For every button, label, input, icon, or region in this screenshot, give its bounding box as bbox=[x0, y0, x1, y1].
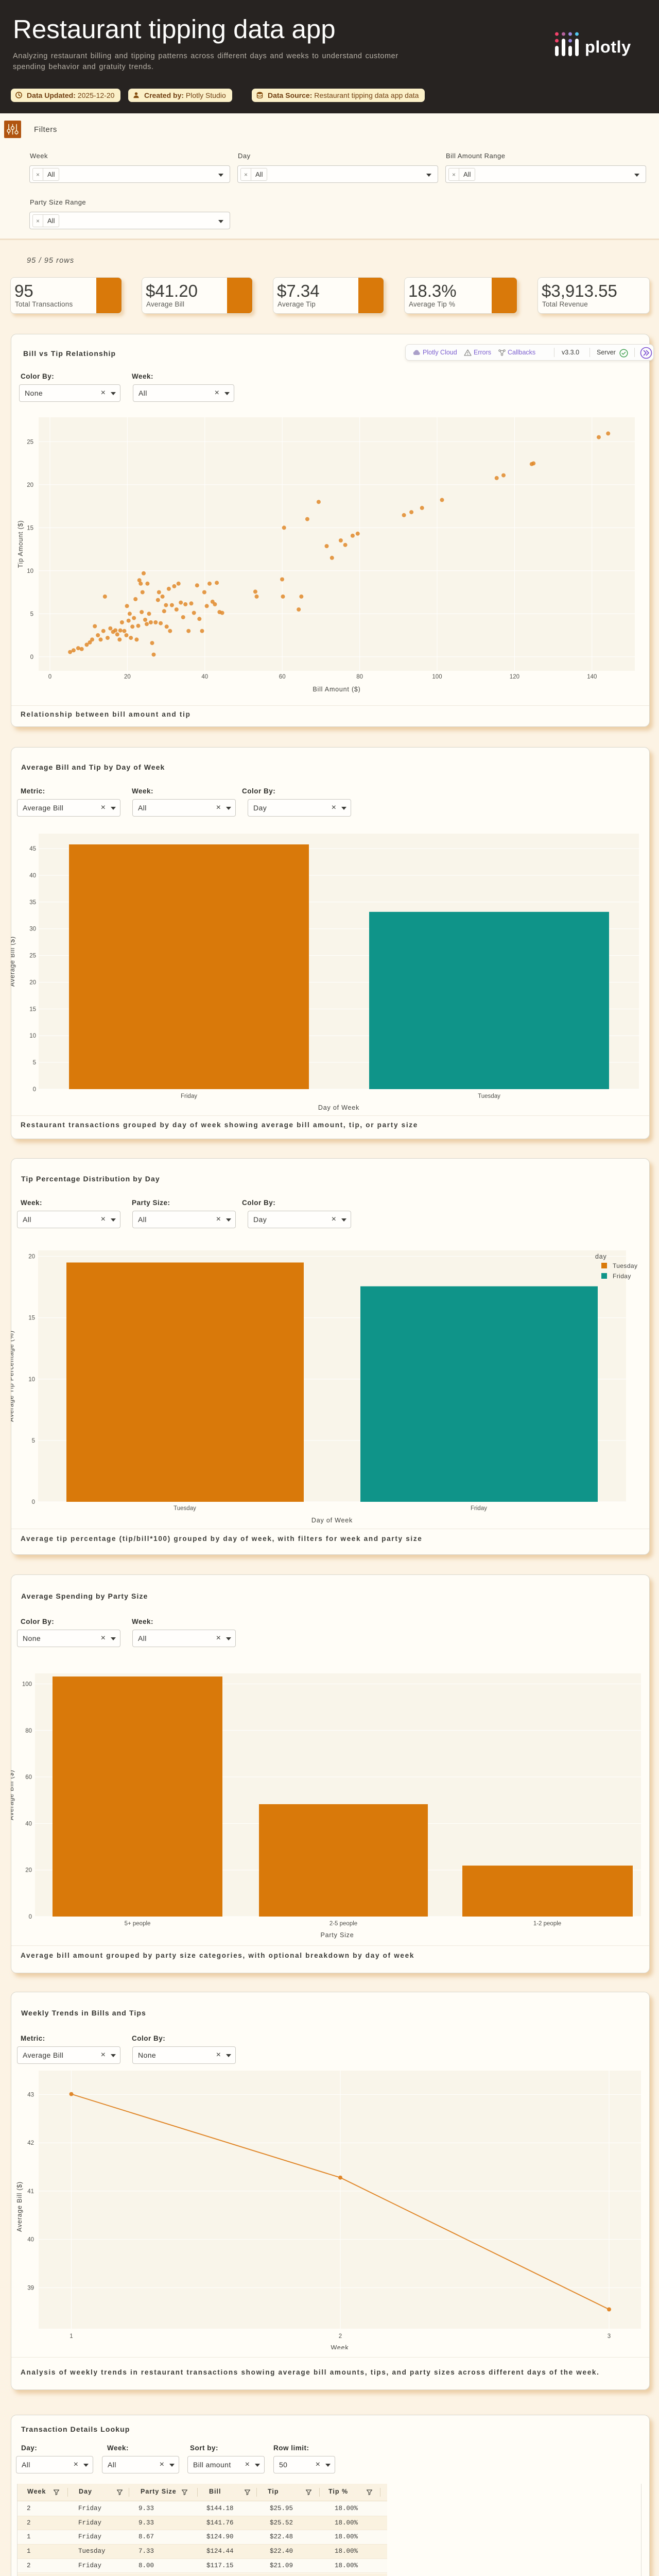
svg-text:41: 41 bbox=[27, 2189, 34, 2195]
svg-text:day: day bbox=[595, 1253, 607, 1260]
svg-text:plotly: plotly bbox=[585, 38, 631, 56]
svg-text:Average Bill ($): Average Bill ($) bbox=[16, 2181, 23, 2232]
svg-text:140: 140 bbox=[587, 674, 597, 680]
svg-text:Tuesday: Tuesday bbox=[478, 1093, 500, 1099]
svg-text:30: 30 bbox=[29, 926, 36, 933]
svg-text:0: 0 bbox=[29, 1914, 32, 1920]
svg-text:43: 43 bbox=[27, 2092, 34, 2098]
svg-text:20: 20 bbox=[28, 1254, 35, 1260]
svg-text:1: 1 bbox=[70, 2333, 73, 2340]
svg-text:0: 0 bbox=[32, 1499, 35, 1505]
svg-text:40: 40 bbox=[29, 873, 36, 879]
svg-text:40: 40 bbox=[201, 674, 208, 680]
svg-text:10: 10 bbox=[27, 568, 33, 574]
svg-text:Bill Amount ($): Bill Amount ($) bbox=[313, 686, 360, 693]
svg-text:42: 42 bbox=[27, 2140, 34, 2146]
svg-text:25: 25 bbox=[29, 953, 36, 959]
svg-text:Day of Week: Day of Week bbox=[311, 1517, 353, 1524]
svg-text:15: 15 bbox=[27, 525, 33, 531]
svg-text:0: 0 bbox=[48, 674, 51, 680]
svg-text:60: 60 bbox=[279, 674, 286, 680]
svg-text:Party Size: Party Size bbox=[321, 1931, 354, 1939]
svg-text:Tip Amount ($): Tip Amount ($) bbox=[17, 520, 24, 568]
svg-text:20: 20 bbox=[25, 1868, 32, 1874]
svg-text:1-2 people: 1-2 people bbox=[533, 1921, 561, 1927]
svg-text:0: 0 bbox=[33, 1087, 36, 1093]
svg-text:Friday: Friday bbox=[181, 1093, 197, 1099]
svg-text:Average Tip Percentage (%): Average Tip Percentage (%) bbox=[11, 1330, 15, 1422]
svg-text:25: 25 bbox=[27, 439, 33, 445]
svg-text:39: 39 bbox=[27, 2285, 34, 2291]
svg-text:35: 35 bbox=[29, 900, 36, 906]
svg-text:Week: Week bbox=[331, 2344, 349, 2349]
svg-text:5: 5 bbox=[32, 1438, 35, 1444]
svg-text:Friday: Friday bbox=[613, 1273, 631, 1280]
svg-text:0: 0 bbox=[30, 654, 33, 660]
svg-text:Friday: Friday bbox=[471, 1505, 487, 1512]
svg-text:40: 40 bbox=[27, 2237, 34, 2243]
svg-text:45: 45 bbox=[29, 846, 36, 852]
svg-text:20: 20 bbox=[124, 674, 131, 680]
svg-text:10: 10 bbox=[28, 1377, 35, 1383]
svg-text:2-5 people: 2-5 people bbox=[330, 1921, 357, 1927]
svg-text:Tuesday: Tuesday bbox=[613, 1262, 637, 1269]
svg-text:2: 2 bbox=[339, 2333, 342, 2340]
svg-text:15: 15 bbox=[28, 1315, 35, 1321]
svg-text:20: 20 bbox=[29, 980, 36, 986]
svg-text:5: 5 bbox=[30, 611, 33, 617]
svg-text:100: 100 bbox=[22, 1682, 32, 1688]
svg-text:20: 20 bbox=[27, 482, 33, 488]
svg-text:5: 5 bbox=[33, 1060, 36, 1066]
svg-text:15: 15 bbox=[29, 1006, 36, 1012]
svg-text:Average Bill ($): Average Bill ($) bbox=[11, 1770, 15, 1820]
svg-text:5+ people: 5+ people bbox=[125, 1921, 151, 1927]
svg-text:Tuesday: Tuesday bbox=[174, 1505, 196, 1512]
svg-text:3: 3 bbox=[608, 2333, 611, 2340]
svg-text:Day of Week: Day of Week bbox=[318, 1104, 359, 1111]
svg-text:100: 100 bbox=[432, 674, 442, 680]
svg-text:120: 120 bbox=[510, 674, 519, 680]
svg-text:80: 80 bbox=[356, 674, 363, 680]
svg-text:80: 80 bbox=[25, 1728, 32, 1734]
svg-text:10: 10 bbox=[29, 1033, 36, 1039]
svg-text:Average Bill ($): Average Bill ($) bbox=[11, 936, 16, 987]
svg-text:40: 40 bbox=[25, 1821, 32, 1827]
svg-text:60: 60 bbox=[25, 1774, 32, 1781]
